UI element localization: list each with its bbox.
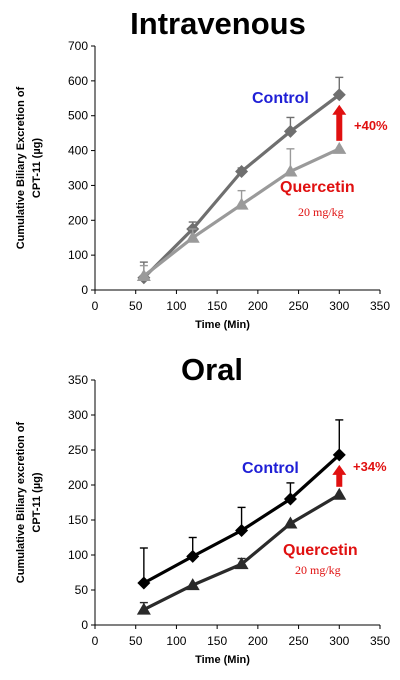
data-point-triangle: [185, 230, 200, 243]
x-tick-label: 200: [248, 299, 268, 313]
x-tick-label: 200: [248, 634, 268, 648]
data-point-diamond: [235, 524, 249, 537]
y-tick-label: 50: [75, 583, 89, 597]
data-point-diamond: [332, 88, 346, 102]
data-point-diamond: [137, 576, 151, 590]
series-label: Quercetin: [280, 179, 355, 196]
y-axis-label-line: Cumulative Biliary Excretion of: [15, 86, 27, 249]
data-point-diamond: [283, 492, 297, 506]
y-tick-label: 300: [68, 178, 88, 192]
data-point-diamond: [186, 549, 200, 563]
y-tick-label: 100: [68, 248, 88, 262]
x-tick-label: 100: [166, 299, 186, 313]
increase-arrow: [332, 464, 347, 487]
increase-arrow: [332, 104, 347, 141]
arrow-head: [332, 464, 347, 475]
arrow-head: [332, 104, 347, 115]
x-tick-label: 350: [370, 299, 390, 313]
y-axis-label-line: CPT-11 (µg): [31, 138, 43, 198]
series-label: Quercetin: [283, 542, 358, 559]
y-tick-label: 300: [68, 408, 88, 422]
x-tick-label: 150: [207, 634, 227, 648]
arrow-shaft: [336, 472, 343, 487]
dose-label: 20 mg/kg: [295, 563, 341, 577]
x-tick-label: 50: [129, 634, 143, 648]
x-tick-label: 0: [92, 634, 99, 648]
chart-oral: Oral 0 50 100 150 200 250 300 350 0 50 100 150 200 250…: [15, 352, 390, 666]
chart-title: Oral: [181, 352, 243, 387]
y-tick-label: 100: [68, 548, 88, 562]
y-tick-label: 250: [68, 443, 88, 457]
x-tick-label: 50: [129, 299, 143, 313]
y-tick-label: 350: [68, 373, 88, 387]
data-point-triangle: [283, 164, 298, 177]
y-tick-label: 0: [81, 283, 88, 297]
y-tick-label: 150: [68, 513, 88, 527]
y-tick-label: 700: [68, 39, 88, 53]
y-tick-label: 500: [68, 109, 88, 123]
y-tick-label: 400: [68, 144, 88, 158]
x-tick-label: 300: [329, 299, 349, 313]
y-axis-label-line: CPT-11 (µg): [31, 472, 43, 532]
x-axis-label: Time (Min): [195, 654, 250, 666]
series-quercetin: [136, 141, 347, 282]
y-axis-label-line: Cumulative Biliary excretion of: [15, 421, 27, 583]
x-tick-label: 0: [92, 299, 99, 313]
x-tick-label: 150: [207, 299, 227, 313]
y-tick-label: 200: [68, 478, 88, 492]
annotation-label: +34%: [353, 459, 387, 474]
annotation-label: +40%: [354, 118, 388, 133]
data-point-diamond: [235, 164, 249, 178]
series-control: [137, 419, 346, 590]
x-axis-label: Time (Min): [195, 319, 250, 331]
data-point-triangle: [283, 516, 298, 529]
data-point-diamond: [283, 124, 297, 138]
data-point-triangle: [332, 487, 347, 500]
data-point-triangle: [234, 557, 249, 570]
x-tick-label: 250: [289, 634, 309, 648]
dose-label: 20 mg/kg: [298, 205, 344, 219]
series-label: Control: [252, 90, 309, 107]
y-tick-label: 600: [68, 74, 88, 88]
chart-title: Intravenous: [130, 6, 306, 41]
chart-intravenous: Intravenous 0 100 200 300 400 500 600 700 0 50 100 1…: [15, 6, 390, 331]
y-tick-label: 200: [68, 213, 88, 227]
data-point-triangle: [136, 602, 151, 615]
x-tick-label: 350: [370, 634, 390, 648]
data-point-triangle: [332, 141, 347, 154]
series-quercetin: [136, 487, 347, 615]
arrow-shaft: [336, 112, 343, 141]
data-point-triangle: [136, 269, 151, 282]
data-point-triangle: [185, 578, 200, 591]
x-tick-label: 300: [329, 634, 349, 648]
x-tick-label: 100: [166, 634, 186, 648]
series-label: Control: [242, 460, 299, 477]
x-tick-label: 250: [289, 299, 309, 313]
data-point-triangle: [234, 197, 249, 210]
data-point-diamond: [332, 448, 346, 462]
y-tick-label: 0: [81, 618, 88, 632]
